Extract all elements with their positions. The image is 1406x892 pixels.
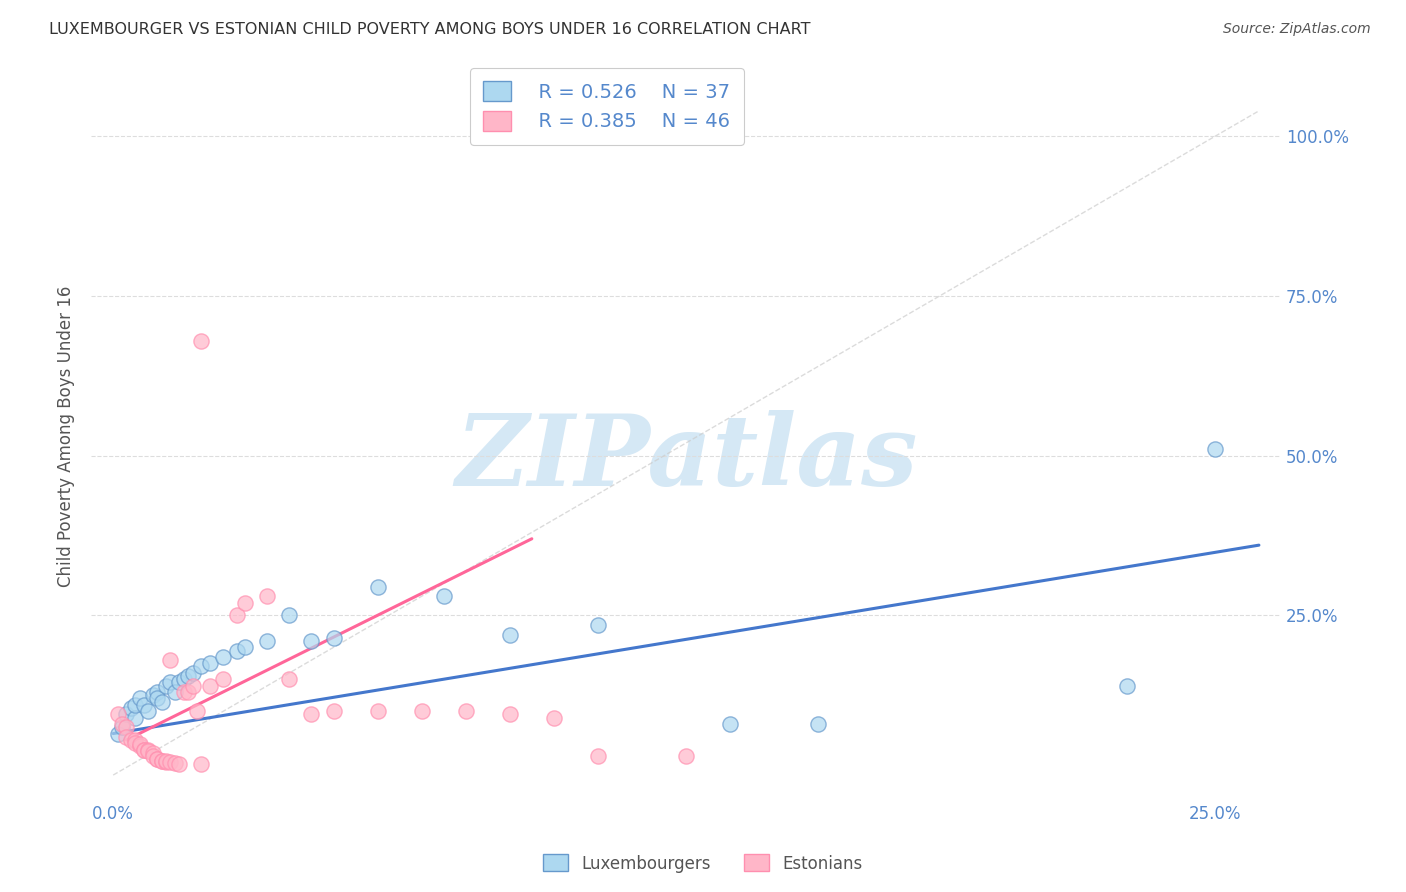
Point [177, 669, 200, 683]
Point [225, 643, 247, 657]
Point [124, 710, 146, 724]
Point [128, 691, 150, 706]
Point [675, 748, 697, 763]
Point [367, 580, 389, 594]
Point [150, 695, 173, 709]
Point [1115, 679, 1137, 693]
Point [278, 608, 301, 623]
Point [198, 657, 221, 671]
Point [138, 704, 160, 718]
Point [169, 756, 191, 771]
Point [212, 649, 235, 664]
Point [322, 704, 344, 718]
Point [190, 334, 212, 348]
Point [132, 698, 155, 712]
Legend: Luxembourgers, Estonians: Luxembourgers, Estonians [537, 847, 869, 880]
Point [433, 589, 456, 603]
Point [146, 752, 169, 766]
Y-axis label: Child Poverty Among Boys Under 16: Child Poverty Among Boys Under 16 [58, 286, 75, 587]
Point [124, 733, 146, 747]
Point [124, 736, 146, 750]
Point [159, 675, 181, 690]
Point [138, 742, 160, 756]
Point [499, 707, 522, 722]
Point [173, 685, 195, 699]
Point [190, 756, 212, 771]
Point [146, 752, 169, 766]
Point [235, 640, 257, 655]
Point [111, 720, 134, 734]
Point [1204, 442, 1226, 457]
Point [225, 608, 247, 623]
Point [107, 707, 129, 722]
Point [124, 698, 146, 712]
Point [301, 707, 323, 722]
Point [120, 701, 142, 715]
Point [322, 631, 344, 645]
Point [181, 679, 204, 693]
Point [807, 717, 830, 731]
Point [107, 726, 129, 740]
Point [198, 679, 221, 693]
Point [128, 738, 150, 752]
Point [163, 756, 186, 770]
Point [186, 704, 208, 718]
Point [454, 704, 477, 718]
Point [111, 717, 134, 731]
Point [586, 618, 609, 632]
Text: LUXEMBOURGER VS ESTONIAN CHILD POVERTY AMONG BOYS UNDER 16 CORRELATION CHART: LUXEMBOURGER VS ESTONIAN CHILD POVERTY A… [49, 22, 811, 37]
Point [142, 746, 165, 760]
Point [132, 742, 155, 756]
Point [155, 754, 177, 768]
Point [173, 673, 195, 687]
Point [115, 730, 138, 744]
Point [169, 675, 191, 690]
Text: Source: ZipAtlas.com: Source: ZipAtlas.com [1223, 22, 1371, 37]
Text: ZIPatlas: ZIPatlas [456, 410, 917, 507]
Point [142, 748, 165, 763]
Legend:   R = 0.526    N = 37,   R = 0.385    N = 46: R = 0.526 N = 37, R = 0.385 N = 46 [470, 68, 744, 145]
Point [146, 691, 169, 706]
Point [159, 756, 181, 770]
Point [132, 742, 155, 756]
Point [115, 720, 138, 734]
Point [159, 653, 181, 667]
Point [256, 589, 278, 603]
Point [177, 685, 200, 699]
Point [163, 685, 186, 699]
Point [138, 744, 160, 758]
Point [115, 707, 138, 722]
Point [142, 688, 165, 702]
Point [256, 634, 278, 648]
Point [150, 754, 173, 768]
Point [150, 754, 173, 768]
Point [128, 739, 150, 754]
Point [212, 673, 235, 687]
Point [235, 596, 257, 610]
Point [120, 733, 142, 747]
Point [718, 717, 741, 731]
Point [155, 756, 177, 770]
Point [155, 679, 177, 693]
Point [181, 665, 204, 680]
Point [543, 710, 565, 724]
Point [301, 634, 323, 648]
Point [367, 704, 389, 718]
Point [411, 704, 433, 718]
Point [146, 685, 169, 699]
Point [190, 659, 212, 673]
Point [586, 748, 609, 763]
Point [499, 627, 522, 641]
Point [278, 673, 301, 687]
